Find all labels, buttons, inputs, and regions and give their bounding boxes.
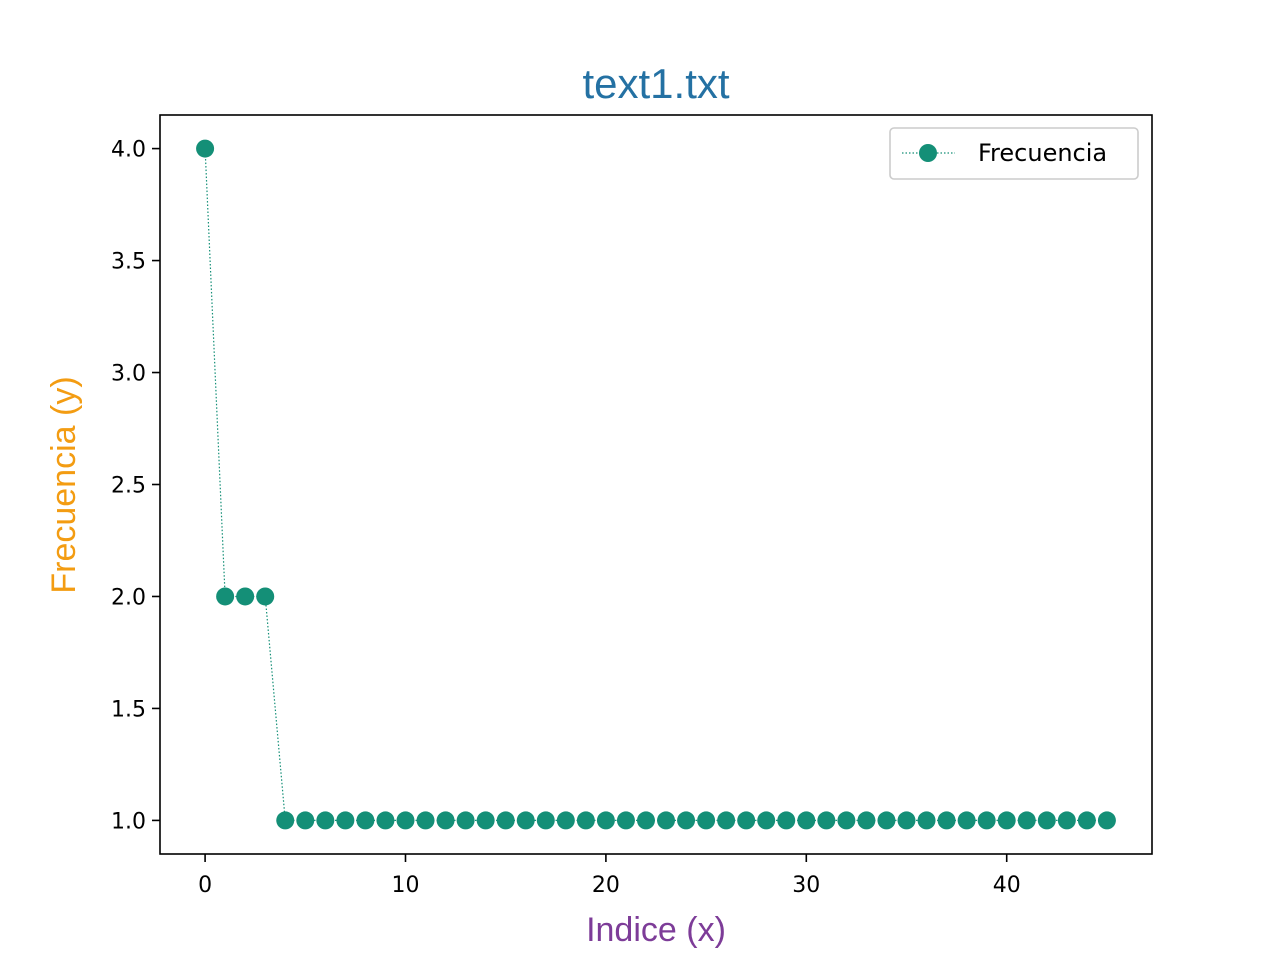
data-point: [276, 811, 295, 830]
y-tick-label: 3.5: [111, 250, 146, 275]
chart-title: text1.txt: [582, 60, 729, 107]
data-point: [476, 811, 495, 830]
data-point: [937, 811, 956, 830]
y-tick-label: 1.5: [111, 697, 146, 722]
data-point: [757, 811, 776, 830]
data-point: [256, 587, 275, 606]
data-point: [216, 587, 235, 606]
data-point: [777, 811, 796, 830]
data-point: [1017, 811, 1036, 830]
data-point: [737, 811, 756, 830]
y-tick-label: 2.5: [111, 474, 146, 499]
data-point: [817, 811, 836, 830]
data-point: [877, 811, 896, 830]
y-tick-label: 1.0: [111, 809, 146, 834]
y-tick-label: 3.0: [111, 362, 146, 387]
y-axis: 1.0 1.5 2.0 2.5 3.0 3.5 4.0: [111, 138, 160, 834]
x-tick-label: 20: [592, 873, 620, 898]
series-layer: [196, 139, 1116, 830]
data-point: [957, 811, 976, 830]
data-point: [536, 811, 555, 830]
x-tick-label: 30: [792, 873, 820, 898]
data-point: [616, 811, 635, 830]
data-point: [316, 811, 335, 830]
data-point: [797, 811, 816, 830]
data-point: [496, 811, 515, 830]
data-point: [596, 811, 615, 830]
data-point: [1077, 811, 1096, 830]
data-point: [657, 811, 676, 830]
data-point: [717, 811, 736, 830]
data-point: [516, 811, 535, 830]
data-point: [556, 811, 575, 830]
data-point: [296, 811, 315, 830]
data-point: [977, 811, 996, 830]
data-point: [196, 139, 215, 158]
data-point: [336, 811, 355, 830]
data-point: [396, 811, 415, 830]
data-point: [1057, 811, 1076, 830]
data-point: [897, 811, 916, 830]
data-point: [1097, 811, 1116, 830]
data-point: [697, 811, 716, 830]
data-point: [677, 811, 696, 830]
y-tick-label: 4.0: [111, 138, 146, 163]
data-point: [436, 811, 455, 830]
data-point: [837, 811, 856, 830]
data-point: [1037, 811, 1056, 830]
data-point: [636, 811, 655, 830]
legend-marker-sample: [919, 144, 937, 162]
x-tick-label: 10: [391, 873, 419, 898]
x-axis-title: Indice (x): [586, 911, 726, 949]
legend-label: Frecuencia: [978, 139, 1107, 167]
x-tick-label: 0: [198, 873, 212, 898]
data-point: [456, 811, 475, 830]
data-point: [356, 811, 375, 830]
legend-box: [889, 127, 1139, 180]
data-point: [376, 811, 395, 830]
data-point: [997, 811, 1016, 830]
legend: Frecuencia: [889, 127, 1139, 180]
data-point: [917, 811, 936, 830]
x-tick-label: 40: [993, 873, 1021, 898]
y-axis-title: Frecuencia (y): [45, 376, 83, 593]
data-point: [236, 587, 255, 606]
x-axis: 0 10 20 30 40: [198, 854, 1021, 898]
data-point: [857, 811, 876, 830]
data-point: [576, 811, 595, 830]
data-point: [416, 811, 435, 830]
y-tick-label: 2.0: [111, 585, 146, 610]
